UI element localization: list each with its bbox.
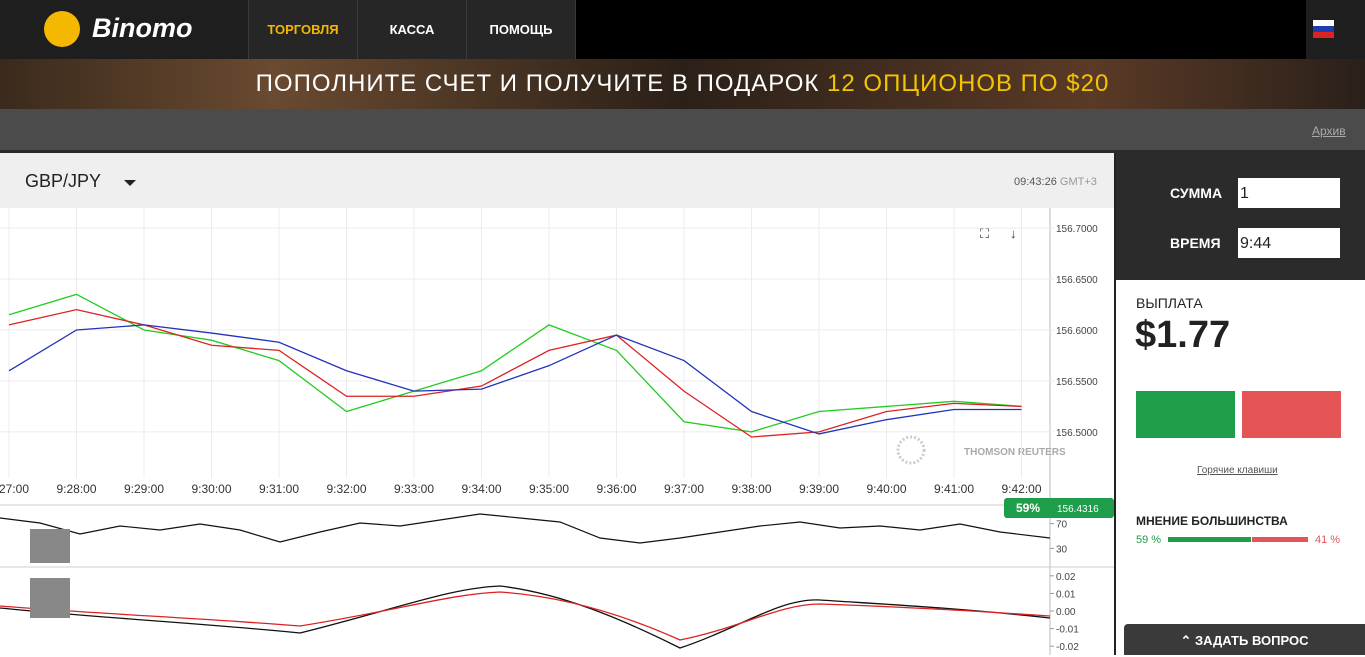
clock: 09:43:26 GMT+3 <box>1014 176 1097 188</box>
price-tag-percent: 59% <box>1016 501 1040 515</box>
x-tick-label: 9:38:00 <box>731 482 771 496</box>
payout: $1.77 <box>1135 314 1231 356</box>
watermark-logo <box>896 435 926 465</box>
trade-panel <box>1116 153 1365 280</box>
x-tick-label: 9:32:00 <box>326 482 366 496</box>
series-line <box>8 308 1022 438</box>
call-button[interactable] <box>1136 391 1235 438</box>
y-tick-label: 156.5500 <box>1056 377 1098 388</box>
x-tick-label: 9:29:00 <box>124 482 164 496</box>
indicator-line <box>0 585 1051 649</box>
time-label: ВРЕМЯ <box>1170 235 1221 251</box>
banner[interactable] <box>0 59 1365 109</box>
asset-name[interactable]: GBP/JPY <box>25 171 102 191</box>
put-button[interactable] <box>1242 391 1341 438</box>
indicator-line <box>0 591 1051 641</box>
sentiment-up-label: 59 % <box>1136 534 1162 546</box>
y-tick-label: -0.02 <box>1056 642 1079 653</box>
x-tick-label: 9:30:00 <box>191 482 231 496</box>
x-tick-label: 9:31:00 <box>259 482 299 496</box>
x-tick-label: 9:40:00 <box>866 482 906 496</box>
series-line <box>8 293 1022 433</box>
hotkeys-link[interactable]: Горячие клавиши <box>1197 465 1278 476</box>
y-tick-label: 70 <box>1056 520 1068 531</box>
clock-tz: GMT+3 <box>1059 176 1097 188</box>
x-tick-label: 9:36:00 <box>596 482 636 496</box>
sentiment-title: МНЕНИЕ БОЛЬШИНСТВА <box>1136 514 1288 528</box>
logo[interactable]: Binomo <box>92 13 193 43</box>
sentiment-up-bar <box>1168 537 1251 542</box>
indicator-button[interactable] <box>30 578 70 618</box>
time-select[interactable]: 9:44 <box>1238 228 1340 258</box>
toolbar <box>0 109 1365 150</box>
x-tick-label: 9:37:00 <box>664 482 704 496</box>
price-tag-price: 156.4316 <box>1057 504 1099 515</box>
banner-text: ПОПОЛНИТЕ СЧЕТ И ПОЛУЧИТЕ В ПОДАРОК <box>255 70 820 97</box>
logo-icon <box>44 11 80 47</box>
y-tick-label: 156.5000 <box>1056 428 1098 439</box>
indicator-line <box>0 513 1051 544</box>
x-tick-label: 9:42:00 <box>1001 482 1041 496</box>
ask-button[interactable]: ⌃ ЗАДАТЬ ВОПРОС <box>1124 624 1365 655</box>
header-spacer <box>574 0 1306 59</box>
flag[interactable] <box>1313 20 1334 38</box>
y-tick-label: -0.01 <box>1056 625 1079 636</box>
chart: THOMSON REUTERS 59% 156.4316 ⛶ ↓ 156.700… <box>0 208 1114 655</box>
watermark: THOMSON REUTERS <box>964 447 1066 458</box>
y-tick-label: 156.7000 <box>1056 224 1098 235</box>
asset-bar <box>0 153 1114 208</box>
divider <box>0 150 1365 153</box>
amount-label: СУММА <box>1170 185 1223 201</box>
price-tag <box>1004 498 1114 518</box>
asset-caret[interactable] <box>124 180 136 186</box>
y-tick-label: 0.01 <box>1056 589 1076 600</box>
nav-item[interactable]: ТОРГОВЛЯ <box>248 0 357 59</box>
nav-item[interactable]: КАССА <box>357 0 466 59</box>
ask-text: ЗАДАТЬ ВОПРОС <box>1195 633 1309 648</box>
indicator-button[interactable] <box>30 529 70 563</box>
x-tick-label: 9:28:00 <box>56 482 96 496</box>
y-tick-label: 156.6000 <box>1056 326 1098 337</box>
series-line <box>8 324 1022 435</box>
sentiment-down-label: 41 % <box>1315 534 1341 546</box>
x-tick-label: 9:39:00 <box>799 482 839 496</box>
y-tick-label: 30 <box>1056 544 1068 555</box>
fullscreen-icon[interactable]: ⛶ <box>979 226 990 241</box>
amount-select[interactable]: 1 <box>1238 178 1340 208</box>
banner-highlight: 12 ОПЦИОНОВ ПО $20 <box>827 70 1110 97</box>
y-tick-label: 0.00 <box>1056 607 1076 618</box>
x-tick-label: 9:27:00 <box>0 482 29 496</box>
collapse-icon[interactable]: ↓ <box>1010 226 1017 241</box>
nav-item[interactable]: ПОМОЩЬ <box>466 0 576 59</box>
archive-link[interactable]: Архив <box>1312 124 1346 138</box>
sentiment-down-bar <box>1251 537 1308 542</box>
y-tick-label: 156.6500 <box>1056 275 1098 286</box>
x-tick-label: 9:34:00 <box>461 482 501 496</box>
y-tick-label: 0.02 <box>1056 572 1076 583</box>
x-tick-label: 9:33:00 <box>394 482 434 496</box>
payout-label: ВЫПЛАТА <box>1136 295 1203 311</box>
x-tick-label: 9:35:00 <box>529 482 569 496</box>
panel-edge <box>1114 153 1116 655</box>
x-tick-label: 9:41:00 <box>934 482 974 496</box>
banner-line: ПОПОЛНИТЕ СЧЕТ И ПОЛУЧИТЕ В ПОДАРОК 12 О… <box>0 70 1365 98</box>
clock-time: 09:43:26 <box>1014 176 1057 188</box>
